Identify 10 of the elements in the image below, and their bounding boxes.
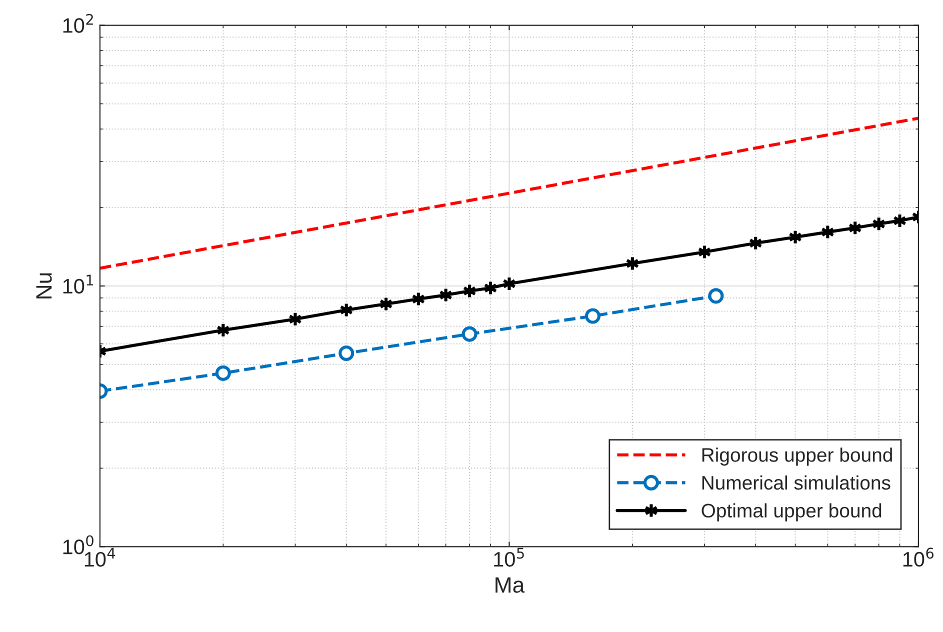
legend-label: Numerical simulations [702,475,890,490]
x-axis-title: Ma [496,577,525,593]
legend-label: Optimal upper bound [702,503,882,522]
y-tick-label: 10$^{2}$ [63,14,93,33]
y-tick-label: 10$^{1}$ [63,274,94,294]
x-tick-label: 10$^{4}$ [84,548,116,567]
x-tick-label: 10$^{5}$ [494,548,524,567]
legend-label: Rigorous upper bound [702,448,892,466]
x-tick-label: 10$^{6}$ [903,548,934,567]
y-axis-title: Nu [36,273,52,298]
